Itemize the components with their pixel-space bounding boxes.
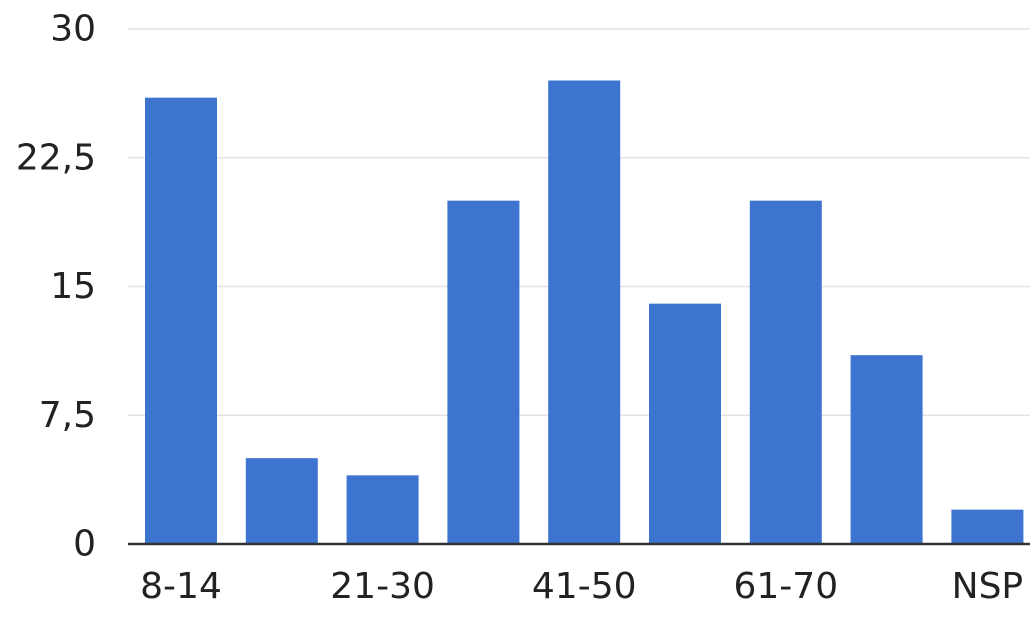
bar <box>749 200 822 544</box>
bars <box>145 80 1024 545</box>
x-tick-label: NSP <box>952 566 1024 607</box>
y-tick-label: 30 <box>50 9 96 50</box>
x-tick-label: 8-14 <box>140 566 222 607</box>
x-tick-label: 41-50 <box>532 566 637 607</box>
y-tick-label: 7,5 <box>39 395 96 436</box>
bar <box>548 80 621 544</box>
bar <box>447 200 520 544</box>
y-tick-label: 0 <box>73 524 96 565</box>
bar <box>245 458 318 544</box>
x-tick-label: 21-30 <box>330 566 435 607</box>
y-axis-tick-labels: 0 7,5 15 22,5 30 <box>16 9 96 565</box>
bar <box>145 97 217 545</box>
x-axis-tick-labels: 8-14 21-30 41-50 61-70 NSP <box>140 566 1023 607</box>
bar <box>649 303 721 544</box>
bar <box>346 475 419 544</box>
x-tick-label: 61-70 <box>733 566 838 607</box>
bar <box>951 509 1024 544</box>
y-tick-label: 22,5 <box>16 137 96 178</box>
y-tick-label: 15 <box>50 266 96 307</box>
bar <box>850 355 923 544</box>
